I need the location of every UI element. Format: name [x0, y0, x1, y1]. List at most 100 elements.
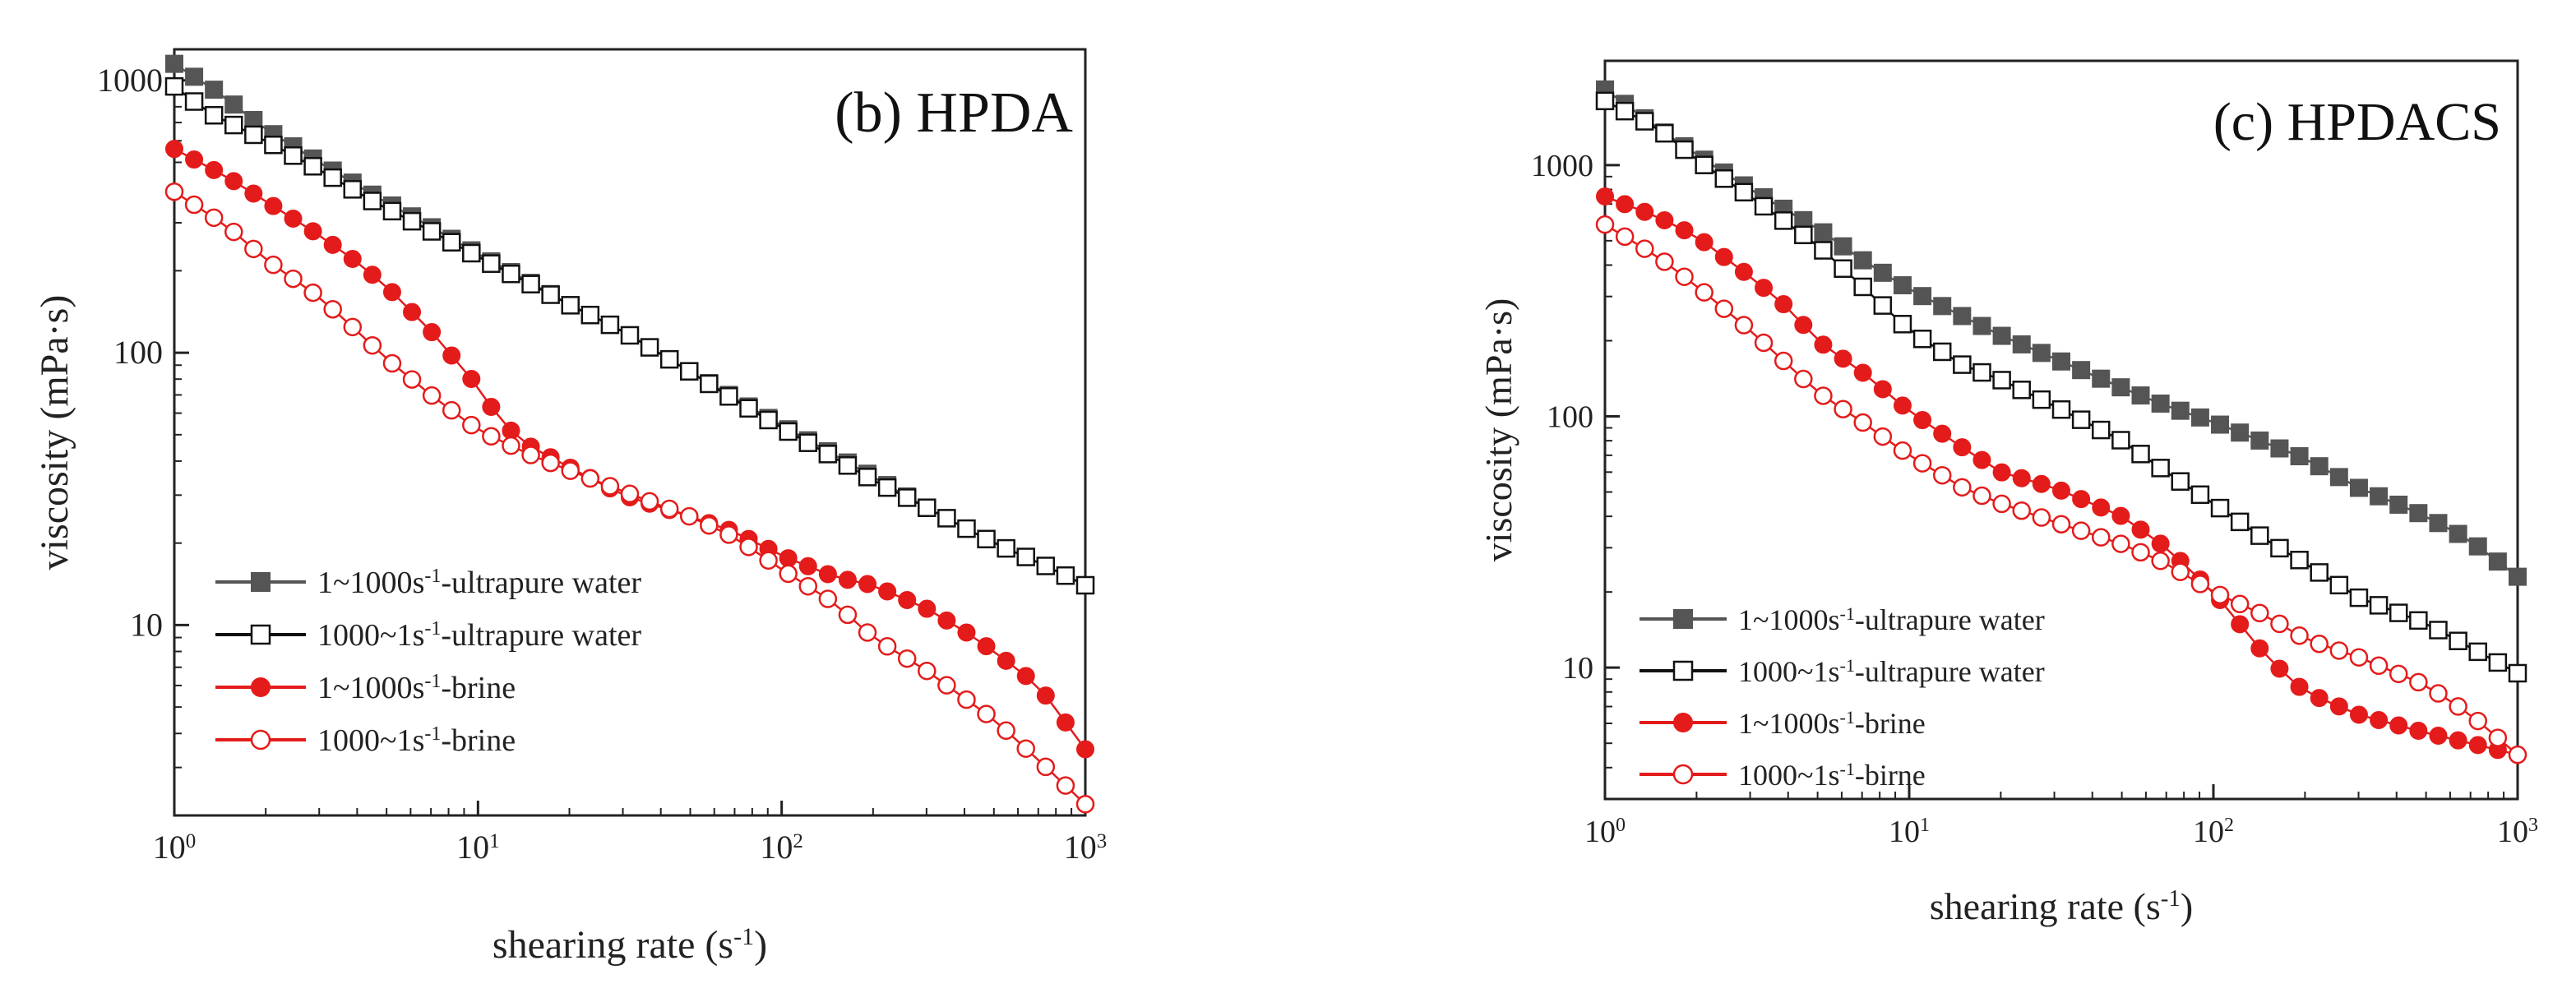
data-point: [2270, 439, 2289, 458]
data-point: [2250, 639, 2269, 658]
data-point: [580, 305, 600, 325]
data-point: [620, 484, 640, 504]
data-point: [1834, 237, 1852, 256]
data-point: [1036, 557, 1056, 575]
data-point: [184, 195, 204, 215]
data-point: [2468, 711, 2487, 731]
data-point: [1814, 386, 1833, 405]
data-point: [2329, 697, 2348, 716]
data-point: [2032, 508, 2051, 527]
data-point: [759, 551, 778, 570]
data-point: [244, 125, 263, 145]
data-point: [1695, 233, 1713, 252]
data-point: [343, 249, 362, 268]
panel-c-series: [1595, 80, 2527, 764]
data-point: [462, 369, 481, 388]
y-tick-label: 10: [130, 606, 163, 643]
panel-c-legend: 1~1000s-1-ultrapure water 1000~1s-1-ultra…: [1639, 603, 2045, 792]
data-point: [1615, 227, 1635, 247]
data-point: [2389, 495, 2408, 514]
data-point: [264, 255, 283, 275]
data-point: [2012, 501, 2031, 520]
data-point: [719, 525, 738, 544]
data-point: [1675, 140, 1694, 159]
data-point: [2111, 506, 2130, 525]
data-point: [205, 160, 224, 179]
data-point: [2449, 524, 2467, 543]
data-point: [541, 285, 560, 304]
panel-b-plot-frame: [173, 48, 1087, 817]
series-2: [165, 140, 1094, 759]
series-1: [1595, 91, 2527, 683]
data-point: [1754, 333, 1774, 353]
data-point: [323, 168, 342, 187]
legend-marker: [251, 677, 271, 697]
data-point: [680, 506, 699, 526]
data-point: [779, 549, 798, 568]
data-point: [918, 661, 937, 681]
data-point: [2032, 390, 2051, 409]
data-point: [2072, 361, 2091, 380]
legend-marker: [1672, 764, 1694, 785]
data-point: [600, 315, 620, 335]
data-point: [1595, 215, 1615, 234]
data-point: [521, 275, 540, 293]
legend-label: 1000~1s-1-birne: [1738, 759, 1926, 792]
data-point: [858, 468, 877, 487]
data-point: [2290, 551, 2309, 570]
data-point: [779, 564, 798, 584]
data-point: [897, 649, 917, 668]
data-point: [423, 323, 442, 342]
data-point: [700, 374, 719, 394]
data-point: [1635, 112, 1654, 131]
data-point: [185, 67, 204, 86]
data-point: [877, 637, 897, 656]
data-point: [2190, 485, 2210, 505]
data-point: [1595, 91, 1615, 111]
data-point: [2190, 408, 2209, 427]
data-point: [1972, 316, 1991, 335]
legend-label: 1~1000s-1-brine: [1738, 707, 1926, 741]
data-point: [1933, 297, 1952, 316]
data-point: [2052, 481, 2070, 500]
data-point: [1873, 296, 1893, 315]
data-point: [918, 599, 937, 618]
data-point: [2468, 537, 2487, 556]
legend-marker: [1673, 713, 1693, 732]
data-point: [1893, 276, 1912, 295]
data-point: [620, 326, 640, 345]
data-point: [1953, 355, 1972, 374]
legend-marker: [1673, 609, 1693, 629]
data-point: [1814, 241, 1833, 260]
panel-c-axes: 100 101 102 103 10 100 1000: [1531, 88, 2538, 849]
data-point: [2449, 631, 2467, 650]
data-point: [205, 81, 224, 99]
data-point: [343, 180, 363, 199]
data-point: [2032, 344, 2051, 363]
series-0: [1596, 80, 2527, 586]
data-point: [1016, 547, 1035, 566]
data-point: [2012, 381, 2031, 400]
data-point: [2389, 603, 2408, 622]
panel-c-y-axis-title: viscosity (mPa·s): [1478, 298, 1519, 562]
data-point: [2369, 656, 2389, 676]
data-point: [1714, 299, 1734, 318]
data-point: [858, 623, 877, 642]
data-point: [1635, 239, 1654, 258]
data-point: [2051, 400, 2071, 419]
data-point: [442, 400, 461, 420]
data-point: [402, 211, 422, 231]
data-point: [1913, 411, 1932, 430]
y-tick-label: 100: [1547, 400, 1593, 435]
data-point: [1695, 155, 1713, 174]
data-point: [2250, 431, 2269, 450]
data-point: [2429, 684, 2448, 703]
data-point: [2111, 534, 2130, 553]
data-point: [2429, 621, 2448, 640]
data-point: [798, 557, 817, 575]
data-point: [2329, 575, 2349, 595]
data-point: [2151, 394, 2170, 413]
data-point: [1972, 363, 1991, 382]
